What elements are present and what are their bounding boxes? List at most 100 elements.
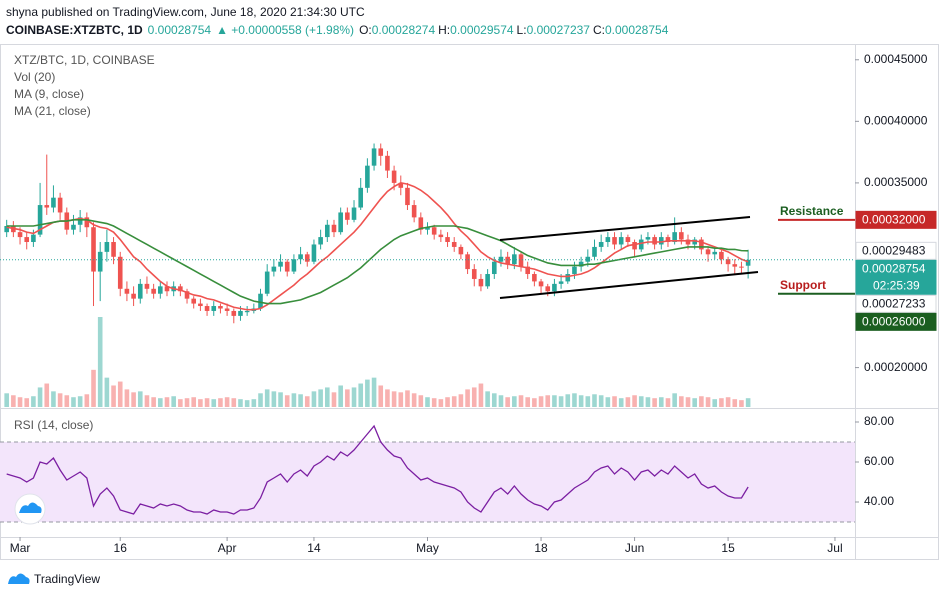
price-tag-label: 0.00027233: [862, 297, 926, 311]
volume-bar: [11, 395, 16, 407]
candle-body: [191, 298, 197, 304]
volume-bar: [532, 398, 537, 407]
chart-logo-button[interactable]: [14, 493, 46, 525]
candle-body: [438, 234, 444, 238]
volume-bar: [512, 396, 517, 407]
candle-body: [425, 227, 430, 230]
candle-body: [204, 306, 210, 311]
volume-bar: [57, 393, 63, 407]
rsi-line: [6, 424, 749, 515]
volume-bar: [164, 397, 170, 407]
price-tag-label: 0.00026000: [862, 315, 926, 329]
annotation-text: Resistance: [780, 204, 844, 218]
volume-bar: [578, 395, 584, 407]
y-tick-label: 0.00035000: [864, 175, 928, 189]
volume-bar: [264, 389, 270, 407]
candle-body: [84, 217, 90, 228]
rsi-band: [0, 442, 855, 522]
candle-body: [17, 232, 23, 238]
volume-bar: [438, 399, 444, 407]
x-tick-label: 18: [534, 541, 548, 555]
volume-bar: [191, 397, 197, 407]
candle-body: [371, 148, 377, 166]
volume-bar: [518, 395, 524, 407]
volume-bar: [451, 396, 457, 407]
candle-body: [391, 170, 397, 183]
x-tick-label: 14: [307, 541, 321, 555]
candle-body: [244, 310, 250, 313]
volume-bar: [97, 317, 103, 407]
volume-bar: [117, 381, 123, 407]
logo-cloud[interactable]: [19, 502, 42, 514]
volume-bar: [131, 392, 136, 407]
candle-body: [632, 242, 637, 250]
volume-bar: [378, 385, 384, 407]
candle-body: [71, 224, 76, 230]
c-label: C:: [593, 23, 605, 37]
candle-body: [258, 293, 263, 309]
volume-bar: [4, 393, 9, 407]
candle-body: [732, 264, 738, 267]
volume-bar: [632, 395, 637, 407]
candle-body: [211, 306, 217, 311]
volume-bar: [44, 383, 50, 407]
candle-body: [97, 251, 103, 272]
candle-body: [485, 274, 490, 287]
volume-bar: [278, 392, 283, 407]
x-tick-label: Apr: [218, 541, 237, 555]
volume-bar: [538, 396, 544, 407]
candle-body: [51, 197, 56, 208]
volume-bar: [505, 397, 510, 407]
price-tag: [855, 210, 937, 229]
symbol: COINBASE:XTZBTC, 1D: [6, 23, 143, 37]
candle-body: [598, 242, 604, 247]
legend-vol: Vol (20): [14, 70, 55, 84]
volume-bar: [71, 397, 76, 407]
legend-ma21: MA (21, close): [14, 104, 91, 118]
volume-bar: [485, 391, 490, 407]
l-value: 0.00027237: [527, 23, 591, 37]
volume-bar: [411, 393, 417, 407]
volume-bar: [418, 395, 424, 407]
volume-bar: [258, 393, 263, 407]
candle-body: [545, 286, 551, 292]
o-label: O:: [359, 23, 372, 37]
candle-body: [111, 242, 116, 257]
candle-body: [298, 254, 303, 260]
candle-body: [131, 293, 136, 299]
volume-bar: [465, 389, 470, 407]
volume-bar: [151, 397, 156, 407]
candle-body: [198, 303, 203, 307]
rsi-tick-label: 80.00: [864, 414, 894, 428]
candle-body: [745, 259, 751, 266]
volume-bar: [204, 398, 210, 407]
moving-average: [6, 219, 749, 305]
candle-body: [411, 205, 417, 218]
y-tick-label: 0.00040000: [864, 114, 928, 128]
volume-bar: [705, 397, 711, 407]
rsi-title: RSI (14, close): [14, 418, 93, 432]
volume-bar: [51, 391, 56, 407]
candle-body: [532, 274, 537, 282]
candle-body: [378, 148, 384, 156]
volume-bar: [498, 395, 504, 407]
o-value: 0.00028274: [372, 23, 436, 37]
candle-body: [291, 259, 297, 272]
volume-bar: [398, 392, 404, 407]
volume-bar: [77, 396, 83, 407]
volume-bar: [658, 397, 664, 407]
volume-bar: [445, 397, 450, 407]
volume-bar: [592, 394, 597, 407]
candle-body: [645, 237, 651, 240]
candle-body: [284, 261, 290, 272]
brand: TradingView: [34, 572, 100, 586]
candle-body: [231, 310, 237, 316]
candle-body: [692, 239, 697, 245]
h-value: 0.00029574: [450, 23, 514, 37]
volume-bar: [712, 399, 718, 407]
candle-body: [445, 237, 450, 243]
candle-body: [4, 226, 9, 233]
l-label: L:: [517, 23, 527, 37]
price-tag: [855, 241, 937, 260]
volume-bar: [238, 399, 243, 407]
